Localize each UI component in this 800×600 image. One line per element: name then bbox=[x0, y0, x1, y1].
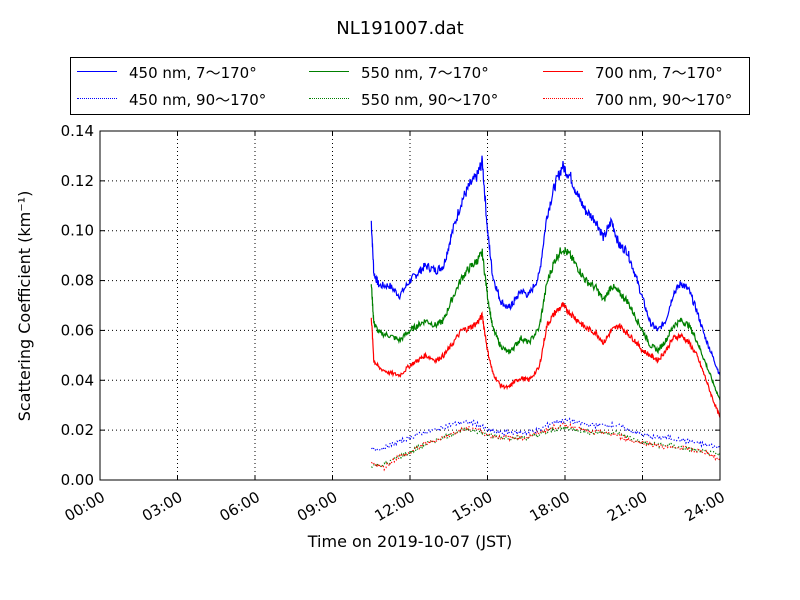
legend-label: 450 nm, 90～170° bbox=[129, 91, 267, 109]
y-tick-label: 0.06 bbox=[61, 321, 94, 339]
chart-legend: 450 nm, 7～170° 550 nm, 7～170° 700 nm, 7～17… bbox=[70, 57, 750, 115]
y-tick-label: 0.14 bbox=[61, 122, 94, 140]
y-axis-label: Scattering Coefficient (km⁻¹) bbox=[15, 191, 34, 422]
y-tick-label: 0.08 bbox=[61, 272, 94, 290]
x-tick-label: 24:00 bbox=[682, 488, 728, 525]
y-tick-label: 0.02 bbox=[61, 421, 94, 439]
series-line-4 bbox=[371, 424, 721, 469]
series-line-3 bbox=[371, 417, 721, 452]
x-tick-label: 03:00 bbox=[139, 488, 185, 525]
legend-swatch bbox=[77, 98, 117, 99]
legend-label: 700 nm, 90～170° bbox=[595, 91, 733, 109]
y-tick-label: 0.12 bbox=[61, 172, 94, 190]
x-tick-label: 12:00 bbox=[372, 488, 418, 525]
series-layer bbox=[370, 155, 721, 472]
legend-swatch bbox=[543, 71, 583, 72]
legend-label: 550 nm, 7～170° bbox=[361, 64, 489, 82]
legend-label: 450 nm, 7～170° bbox=[129, 64, 257, 82]
tick-layer: 00:00 03:00 06:00 09:00 12:00 15:00 18:00 21:00… bbox=[61, 122, 728, 525]
grid-layer bbox=[100, 131, 720, 480]
y-tick-label: 0.10 bbox=[61, 222, 94, 240]
legend-swatch bbox=[77, 71, 117, 72]
series-line-2 bbox=[370, 301, 721, 418]
legend-swatch bbox=[543, 98, 583, 99]
x-tick-label: 15:00 bbox=[449, 488, 495, 525]
series-line-0 bbox=[370, 155, 721, 376]
x-axis-label: Time on 2019-10-07 (JST) bbox=[307, 532, 512, 551]
x-tick-label: 18:00 bbox=[527, 488, 573, 525]
x-tick-label: 06:00 bbox=[217, 488, 263, 525]
x-tick-label: 09:00 bbox=[294, 488, 340, 525]
series-line-5 bbox=[371, 422, 721, 472]
y-tick-label: 0.00 bbox=[61, 471, 94, 489]
legend-label: 550 nm, 90～170° bbox=[361, 91, 499, 109]
legend-swatch bbox=[309, 98, 349, 99]
x-tick-label: 00:00 bbox=[62, 488, 108, 525]
y-tick-label: 0.04 bbox=[61, 371, 94, 389]
legend-label: 700 nm, 7～170° bbox=[595, 64, 723, 82]
chart-title: NL191007.dat bbox=[336, 18, 464, 39]
series-line-1 bbox=[370, 247, 721, 401]
x-tick-label: 21:00 bbox=[604, 488, 650, 525]
legend-swatch bbox=[309, 71, 349, 72]
